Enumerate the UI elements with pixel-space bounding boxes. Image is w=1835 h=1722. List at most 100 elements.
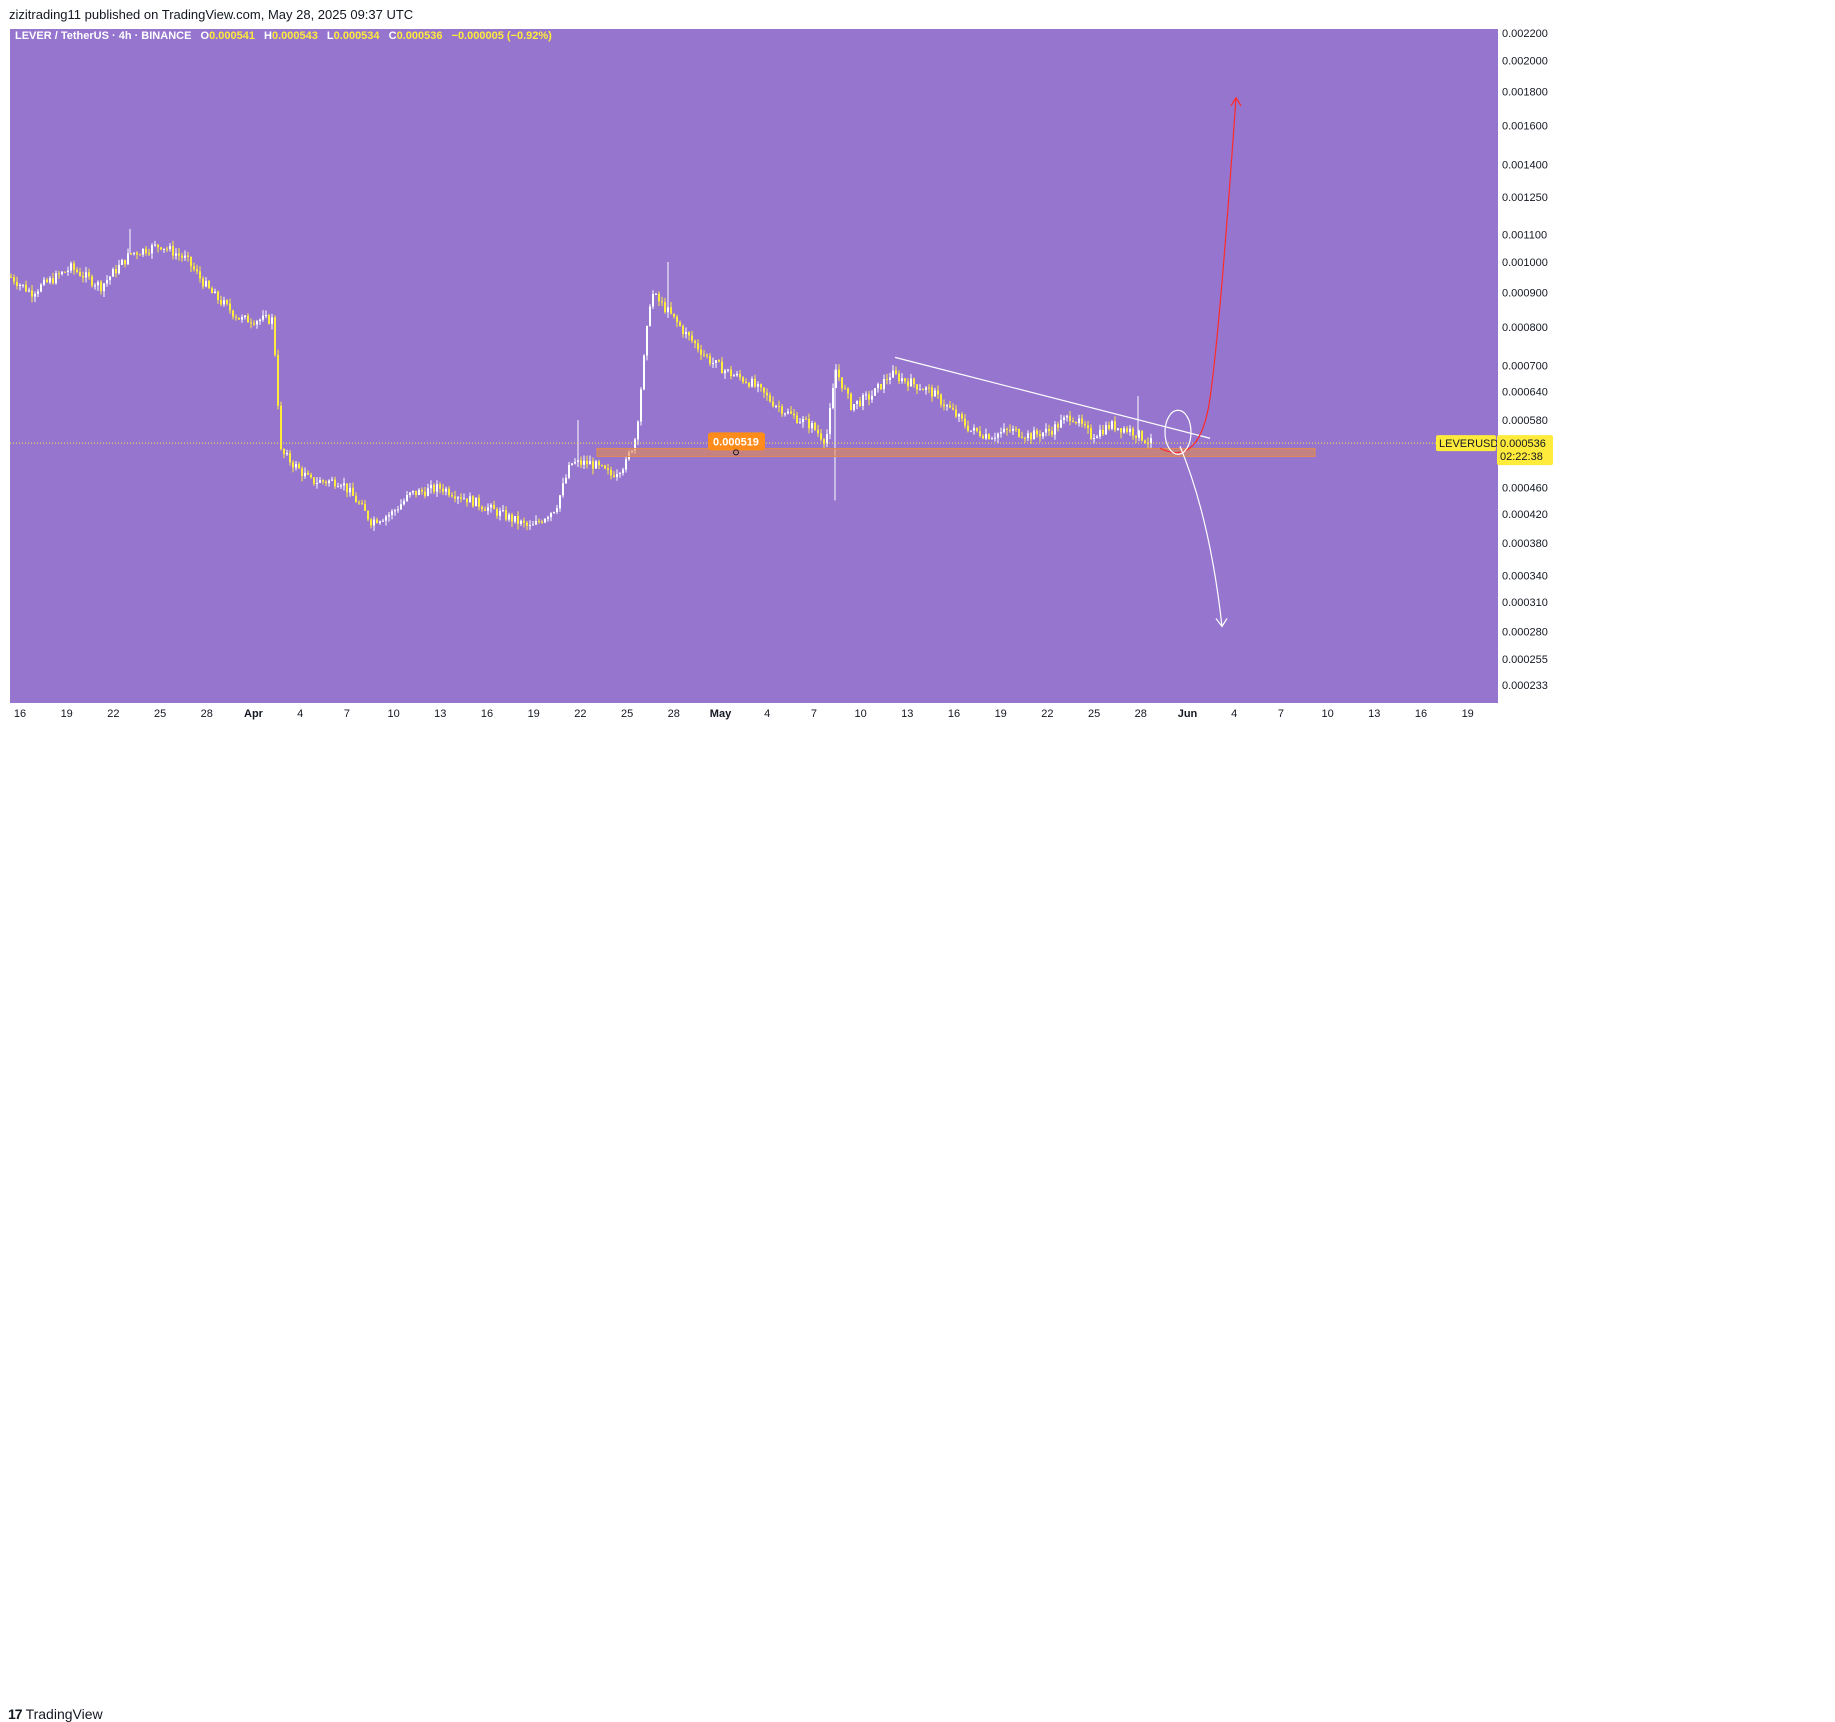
candle-body — [520, 520, 522, 524]
candle-body — [619, 473, 621, 475]
candle-body — [184, 255, 186, 258]
candle-body — [346, 483, 348, 493]
candle-body — [874, 388, 876, 396]
x-tick-label: 25 — [621, 708, 633, 720]
breakout-ellipse[interactable] — [1164, 409, 1192, 455]
candle-body — [1108, 425, 1110, 429]
candle-body — [250, 322, 252, 324]
time-axis[interactable]: 16 19 22 25 28 Apr 4 7 10 13 16 19 22 25 28 May 4 7 10 13 16… — [14, 708, 1474, 720]
x-tick-label: 28 — [201, 708, 213, 720]
candle-body — [847, 388, 849, 394]
candle-body — [70, 263, 72, 271]
candle-body — [748, 382, 750, 387]
candle-body — [1126, 428, 1128, 432]
candle-body — [436, 484, 438, 492]
last-price-value: 0.000536 — [1500, 438, 1546, 450]
y-tick-label: 0.000460 — [1502, 482, 1548, 494]
candle-body — [1102, 429, 1104, 435]
candle-body — [154, 244, 156, 246]
candle-body — [418, 489, 420, 495]
candle-body — [256, 321, 258, 325]
candle-body — [10, 276, 12, 278]
candle-body — [1084, 423, 1086, 426]
candle-body — [823, 439, 825, 444]
candle-body — [988, 434, 990, 440]
candle-body — [1120, 428, 1122, 433]
x-tick-label: 28 — [1135, 708, 1147, 720]
support-zone[interactable] — [596, 447, 1316, 457]
candle-body — [1105, 425, 1107, 435]
candle-body — [1111, 421, 1113, 429]
candle-body — [646, 325, 648, 356]
candle-body — [940, 394, 942, 405]
candle-body — [883, 378, 885, 390]
candle-body — [562, 483, 564, 496]
support-anchor-point[interactable] — [733, 449, 739, 456]
candle-body — [910, 378, 912, 387]
x-tick-label: 16 — [14, 708, 26, 720]
candle-body — [1009, 429, 1011, 431]
candle-body — [565, 477, 567, 484]
candle-body — [484, 509, 486, 511]
candle-body — [190, 256, 192, 267]
descending-trendline[interactable] — [894, 356, 1211, 439]
candle-body — [502, 510, 504, 512]
candle-body — [661, 301, 663, 303]
support-level-tag[interactable] — [708, 432, 765, 451]
candle-body — [1081, 418, 1083, 424]
candle-body — [655, 293, 657, 295]
candle-body — [490, 504, 492, 508]
y-tick-label: 0.002200 — [1502, 29, 1548, 40]
candle-body — [226, 300, 228, 304]
bullish-projection-arrow[interactable] — [1159, 97, 1237, 454]
candle-body — [169, 246, 171, 250]
bearish-projection-arrow[interactable] — [1179, 446, 1223, 627]
candle-body — [415, 490, 417, 495]
candle-body — [601, 465, 603, 467]
x-tick-label: 7 — [344, 708, 350, 720]
candle-body — [469, 496, 471, 503]
candle-body — [634, 439, 636, 451]
candle-body — [430, 484, 432, 489]
candle-body — [97, 281, 99, 286]
candle-body — [1060, 419, 1062, 428]
candle-body — [937, 390, 939, 395]
candle-body — [319, 480, 321, 483]
candle-body — [244, 315, 246, 318]
candle-body — [31, 290, 33, 297]
candle-body — [715, 360, 717, 363]
candle-body — [121, 259, 123, 265]
bearish-arrowhead-icon — [1215, 618, 1228, 628]
candle-body — [739, 373, 741, 378]
candle-body — [394, 510, 396, 512]
price-axis[interactable]: 0.002200 0.002000 0.001800 0.001600 0.001400… — [1502, 29, 1548, 692]
candle-body — [211, 288, 213, 294]
candle-body — [676, 316, 678, 323]
candle-body — [916, 384, 918, 390]
candle-body — [355, 495, 357, 503]
symbol-info: LEVER / TetherUS · 4h · BINANCE O0.00054… — [15, 30, 552, 42]
candle-body — [670, 307, 672, 314]
candle-body — [1033, 430, 1035, 440]
candle-body — [517, 515, 519, 524]
candle-body — [742, 377, 744, 382]
y-tick-label: 0.001600 — [1502, 120, 1548, 132]
candle-body — [124, 259, 126, 265]
candle-body — [595, 461, 597, 469]
candle-body — [160, 247, 162, 250]
candle-body — [808, 418, 810, 429]
candle-body — [274, 317, 276, 355]
tradingview-logo[interactable]: 17 TradingView — [8, 1706, 103, 1722]
candle-body — [334, 479, 336, 487]
candle-body — [691, 335, 693, 341]
candle-body — [142, 248, 144, 255]
candle-body — [1000, 432, 1002, 434]
x-tick-label: 13 — [1368, 708, 1380, 720]
candle-body — [970, 430, 972, 432]
candle-body — [838, 369, 840, 378]
x-tick-label: 16 — [1415, 708, 1427, 720]
candle-body — [229, 303, 231, 311]
candle-body — [796, 415, 798, 424]
price-chart[interactable]: LEVER / TetherUS · 4h · BINANCE O0.00054… — [10, 29, 1755, 849]
candle-body — [1015, 428, 1017, 430]
